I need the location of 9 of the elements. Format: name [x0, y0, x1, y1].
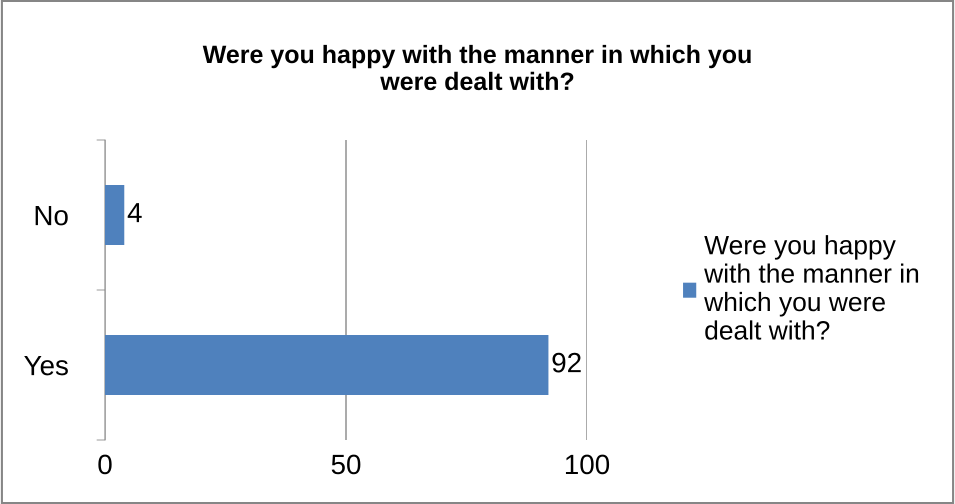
chart-title: Were you happy with the manner in which you were dealt with? — [202, 44, 751, 90]
data-label: 92 — [552, 352, 581, 372]
x-tick-label: 0 — [98, 454, 112, 474]
x-tick-label: 100 — [566, 454, 610, 474]
data-label: 4 — [128, 203, 142, 222]
y-tick-label: Yes — [24, 356, 68, 376]
legend-label: Were you happy with the manner in which you were dealt with? — [704, 235, 918, 340]
x-tick-label: 50 — [332, 454, 360, 474]
y-tick-label: No — [36, 206, 68, 226]
